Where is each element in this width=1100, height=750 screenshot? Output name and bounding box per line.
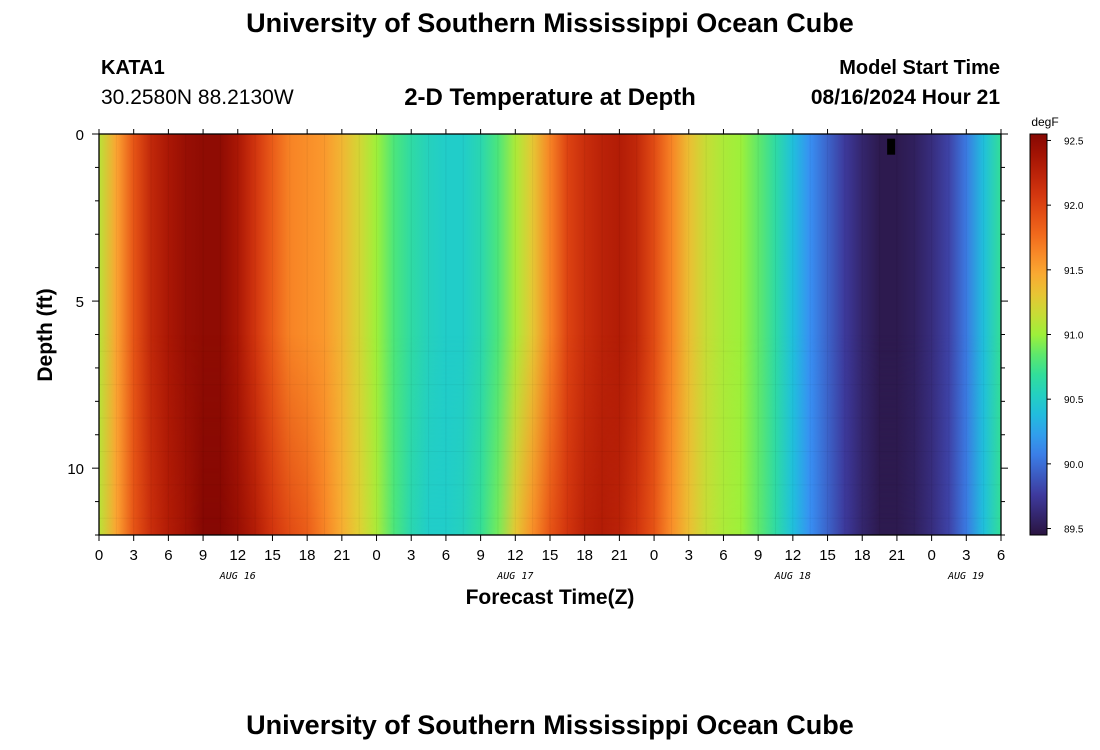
colorbar-tick-label: 91.0	[1064, 331, 1084, 342]
x-tick-label: 15	[542, 547, 559, 564]
colorbar-tick-label: 92.5	[1064, 136, 1084, 147]
x-tick-label: 12	[507, 547, 524, 564]
x-tick-label: 15	[819, 547, 836, 564]
heatmap-deep-layer	[99, 134, 1001, 535]
x-date-label: AUG 19	[947, 571, 984, 582]
x-tick-label: 6	[442, 547, 450, 564]
x-tick-label: 6	[164, 547, 172, 564]
x-tick-label: 12	[229, 547, 246, 564]
x-tick-label: 12	[785, 547, 802, 564]
station-id: KATA1	[101, 57, 165, 79]
x-tick-label: 21	[889, 547, 906, 564]
y-axis-label: Depth (ft)	[34, 288, 57, 381]
x-tick-label: 0	[927, 547, 935, 564]
x-axis-label: Forecast Time(Z)	[466, 586, 635, 609]
x-tick-label: 3	[962, 547, 970, 564]
x-tick-label: 21	[611, 547, 628, 564]
heatmap-plot-area	[99, 134, 1001, 535]
colorbar-tick-label: 90.0	[1064, 460, 1084, 471]
observation-marker	[887, 138, 896, 155]
x-tick-label: 9	[754, 547, 762, 564]
colorbar-tick-label: 91.5	[1064, 266, 1084, 277]
x-date-label: AUG 18	[774, 571, 811, 582]
y-tick-label: 10	[67, 461, 84, 478]
station-coords: 30.2580N 88.2130W	[101, 86, 294, 109]
x-tick-label: 3	[685, 547, 693, 564]
x-tick-label: 18	[299, 547, 316, 564]
colorbar-bar	[1029, 133, 1048, 536]
y-tick-label: 0	[76, 127, 84, 144]
x-tick-label: 6	[997, 547, 1005, 564]
colorbar-tick-label: 90.5	[1064, 395, 1084, 406]
x-tick-label: 6	[719, 547, 727, 564]
x-tick-label: 3	[407, 547, 415, 564]
model-start-label: Model Start Time	[839, 57, 1000, 79]
x-tick-label: 0	[650, 547, 658, 564]
model-start-value: 08/16/2024 Hour 21	[810, 86, 1000, 109]
x-tick-label: 18	[854, 547, 871, 564]
colorbar-unit: degF	[1031, 115, 1058, 129]
colorbar: 92.5 92.0 91.5 91.0 90.5 90.0 89.5	[1029, 133, 1084, 536]
x-date-label: AUG 16	[219, 571, 256, 582]
x-tick-label: 18	[576, 547, 593, 564]
x-tick-label: 9	[476, 547, 484, 564]
x-tick-label: 0	[95, 547, 103, 564]
chart-title: 2-D Temperature at Depth	[404, 84, 696, 111]
x-tick-label: 0	[372, 547, 380, 564]
x-tick-label: 3	[130, 547, 138, 564]
page-title: University of Southern Mississippi Ocean…	[246, 8, 854, 38]
x-tick-label: 15	[264, 547, 281, 564]
y-tick-label: 5	[76, 294, 84, 311]
colorbar-tick-label: 92.0	[1064, 201, 1084, 212]
colorbar-tick-label: 89.5	[1064, 525, 1084, 536]
x-tick-label: 9	[199, 547, 207, 564]
x-date-label: AUG 17	[496, 571, 533, 582]
footer-title: University of Southern Mississippi Ocean…	[246, 710, 854, 740]
x-tick-label: 21	[334, 547, 351, 564]
